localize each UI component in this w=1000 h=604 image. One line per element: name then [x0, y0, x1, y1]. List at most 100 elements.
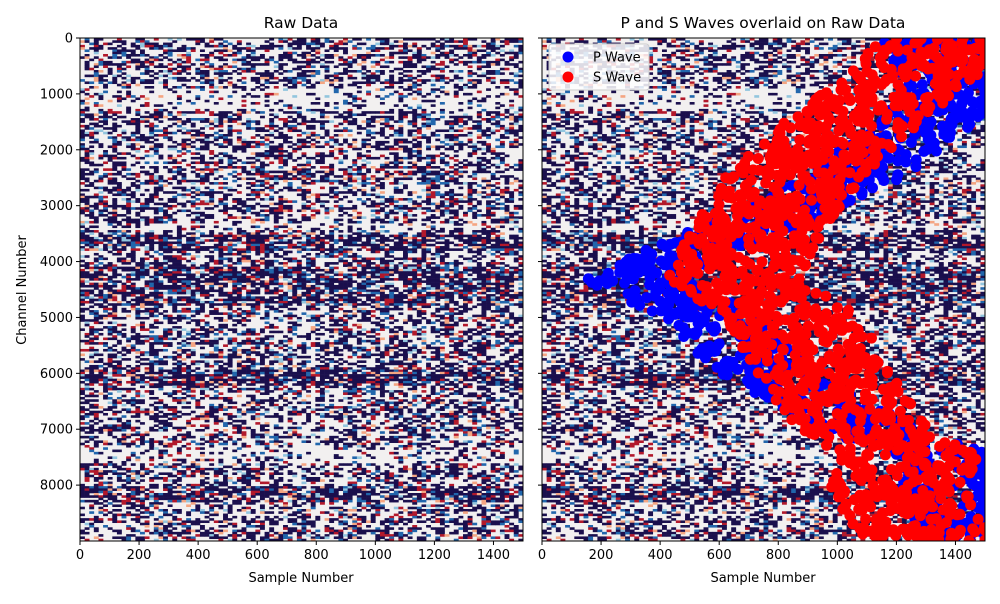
heatmap-cell	[223, 204, 228, 208]
heatmap-cell	[204, 191, 210, 194]
heatmap-cell	[227, 42, 233, 46]
heatmap-cell	[273, 227, 279, 231]
heatmap-cell	[107, 72, 113, 75]
heatmap-cell	[163, 246, 168, 249]
heatmap-cell	[310, 232, 316, 235]
heatmap-cell	[153, 161, 159, 165]
heatmap-cell	[107, 63, 113, 66]
heatmap-cell	[232, 90, 238, 94]
heatmap-cell	[199, 111, 205, 114]
heatmap-cell	[329, 275, 335, 279]
heatmap-cell	[379, 230, 385, 233]
heatmap-cell	[389, 273, 395, 277]
heatmap-cell	[379, 129, 385, 133]
heatmap-cell	[190, 257, 196, 261]
heatmap-cell	[199, 225, 205, 229]
heatmap-cell	[370, 232, 376, 235]
heatmap-cell	[495, 72, 501, 75]
heatmap-cell	[223, 246, 228, 249]
heatmap-cell	[361, 154, 367, 158]
heatmap-cell	[287, 184, 293, 187]
heatmap-cell	[84, 209, 90, 213]
heatmap-cell	[329, 252, 335, 256]
heatmap-cell	[292, 81, 298, 85]
heatmap-cell	[153, 47, 159, 50]
heatmap-cell	[421, 168, 427, 171]
heatmap-cell	[449, 232, 455, 235]
heatmap-cell	[236, 138, 242, 142]
heatmap-cell	[407, 264, 413, 267]
heatmap-cell	[144, 111, 150, 114]
heatmap-cell	[181, 204, 187, 208]
heatmap-cell	[232, 150, 238, 153]
heatmap-cell	[439, 275, 445, 279]
heatmap-cell	[361, 159, 367, 162]
heatmap-cell	[296, 115, 302, 119]
heatmap-cell	[144, 115, 150, 119]
heatmap-cell	[121, 97, 127, 101]
heatmap-cell	[347, 168, 353, 171]
heatmap-cell	[130, 241, 136, 245]
heatmap-cell	[338, 182, 344, 185]
heatmap-cell	[250, 145, 256, 149]
heatmap-cell	[218, 49, 224, 53]
heatmap-cell	[126, 255, 132, 258]
heatmap-cell	[107, 156, 113, 160]
heatmap-cell	[190, 156, 196, 160]
heatmap-cell	[144, 216, 150, 219]
heatmap-cell	[499, 140, 505, 144]
heatmap-cell	[347, 234, 353, 238]
heatmap-cell	[204, 239, 210, 242]
heatmap-cell	[121, 54, 127, 57]
heatmap-cell	[495, 177, 501, 181]
heatmap-cell	[84, 63, 90, 66]
heatmap-cell	[513, 220, 519, 224]
heatmap-cell	[301, 275, 307, 279]
heatmap-cell	[204, 124, 210, 128]
heatmap-cell	[384, 175, 390, 178]
heatmap-cell	[190, 47, 196, 50]
heatmap-cell	[149, 230, 155, 233]
heatmap-cell	[393, 191, 399, 194]
heatmap-cell	[379, 168, 385, 171]
heatmap-cell	[407, 223, 413, 226]
heatmap-cell	[176, 65, 182, 69]
heatmap-cell	[384, 65, 390, 69]
heatmap-cell	[416, 166, 422, 169]
heatmap-cell	[426, 145, 431, 149]
heatmap-cell	[116, 193, 122, 197]
heatmap-cell	[513, 129, 519, 133]
heatmap-cell	[389, 83, 395, 87]
heatmap-cell	[389, 124, 395, 128]
heatmap-cell	[195, 67, 201, 71]
heatmap-cell	[356, 216, 362, 219]
heatmap-cell	[352, 168, 358, 171]
heatmap-cell	[476, 234, 482, 238]
heatmap-cell	[301, 271, 307, 274]
heatmap-cell	[310, 40, 316, 43]
heatmap-cell	[306, 243, 312, 247]
heatmap-cell	[121, 168, 127, 171]
heatmap-cell	[416, 79, 422, 82]
heatmap-cell	[181, 202, 187, 206]
heatmap-cell	[167, 200, 173, 203]
heatmap-cell	[301, 193, 307, 197]
heatmap-cell	[463, 86, 468, 89]
heatmap-cell	[426, 166, 431, 169]
heatmap-cell	[384, 259, 390, 263]
heatmap-cell	[412, 246, 418, 249]
heatmap-cell	[195, 108, 201, 112]
heatmap-cell	[167, 58, 173, 62]
heatmap-cell	[361, 241, 367, 245]
heatmap-cell	[481, 230, 487, 233]
heatmap-cell	[310, 271, 316, 274]
heatmap-cell	[347, 70, 353, 73]
heatmap-cell	[153, 257, 159, 261]
heatmap-cell	[384, 248, 390, 251]
heatmap-cell	[116, 184, 122, 187]
heatmap-cell	[352, 140, 358, 144]
heatmap-cell	[370, 236, 376, 240]
heatmap-cell	[435, 216, 441, 219]
heatmap-cell	[107, 223, 113, 226]
heatmap-cell	[426, 271, 431, 274]
